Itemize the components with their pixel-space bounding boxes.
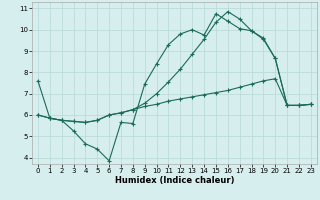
X-axis label: Humidex (Indice chaleur): Humidex (Indice chaleur)	[115, 176, 234, 185]
